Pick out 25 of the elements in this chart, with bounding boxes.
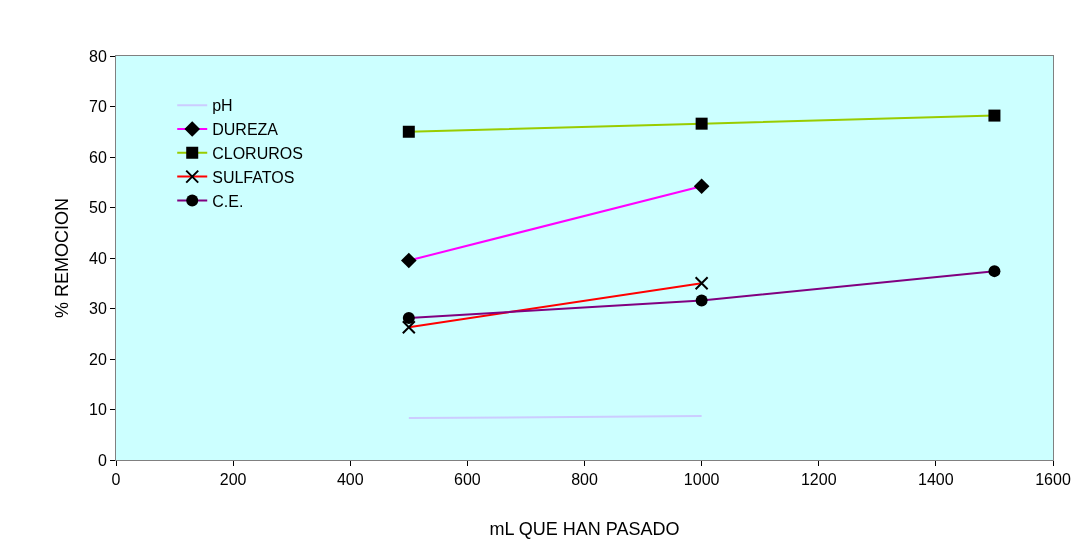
x-tick-label: 1000 (683, 471, 720, 489)
y-tick-label: 70 (89, 98, 107, 116)
legend-label: C.E. (212, 192, 244, 210)
x-tick-label: 1200 (800, 471, 837, 489)
legend-label: pH (212, 97, 233, 115)
x-tick-label: 1600 (1035, 471, 1071, 489)
legend-label: SULFATOS (212, 168, 295, 186)
x-tick-label: 0 (111, 471, 121, 489)
y-axis-title: % REMOCION (52, 197, 73, 319)
y-tick-label: 0 (97, 451, 107, 469)
y-tick-label: 20 (89, 350, 107, 368)
y-tick-label: 50 (89, 199, 107, 217)
y-tick-label: 60 (89, 148, 107, 166)
x-tick-label: 200 (219, 471, 247, 489)
y-tick-label: 30 (89, 300, 107, 318)
x-tick-label: 800 (571, 471, 598, 489)
x-tick-label: 600 (454, 471, 481, 489)
y-tick-label: 40 (89, 249, 107, 267)
y-tick-label: 10 (89, 401, 107, 419)
legend-label: DUREZA (212, 121, 279, 139)
x-tick-label: 1400 (918, 471, 954, 489)
x-axis-title: mL QUE HAN PASADO (489, 519, 680, 540)
x-tick-label: 400 (336, 471, 364, 489)
legend-label: CLORUROS (212, 145, 303, 163)
y-tick-label: 80 (89, 47, 107, 65)
